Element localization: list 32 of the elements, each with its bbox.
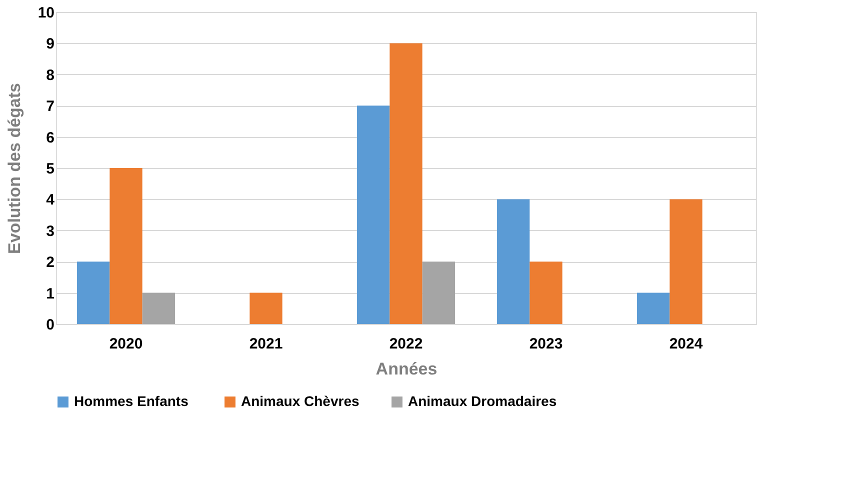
x-tick-label: 2021: [249, 336, 283, 352]
bar: [357, 106, 390, 324]
x-tick-label: 2020: [109, 336, 143, 352]
bar: [422, 262, 455, 324]
legend-label: Hommes Enfants: [74, 393, 189, 409]
bar: [390, 43, 422, 324]
y-tick-label: 6: [46, 129, 54, 146]
x-tick-label: 2023: [529, 336, 563, 352]
y-axis-title: Evolution des dégats: [4, 83, 24, 254]
y-tick-label: 1: [46, 285, 54, 302]
x-axis-title: Années: [376, 360, 438, 378]
bar: [110, 168, 142, 324]
bar: [142, 292, 175, 324]
y-tick-label: 0: [46, 316, 54, 334]
legend-label: Animaux Dromadaires: [408, 393, 557, 409]
bar: [530, 262, 562, 324]
bar: [77, 262, 110, 324]
legend-label: Animaux Chèvres: [241, 393, 360, 409]
x-tick-label: 2024: [669, 336, 704, 352]
bar: [497, 199, 530, 324]
y-tick-label: 2: [46, 254, 54, 272]
y-tick-label: 4: [46, 192, 56, 209]
y-tick-label: 10: [38, 4, 54, 22]
y-tick-label: 9: [46, 36, 54, 53]
x-tick-label: 2022: [389, 336, 423, 352]
bar: [250, 292, 282, 324]
bar: [637, 292, 670, 324]
bar: [670, 199, 702, 324]
y-tick-label: 7: [46, 98, 54, 116]
y-tick-label: 8: [46, 66, 54, 84]
y-tick-label: 3: [46, 222, 54, 240]
y-tick-label: 5: [46, 160, 54, 178]
